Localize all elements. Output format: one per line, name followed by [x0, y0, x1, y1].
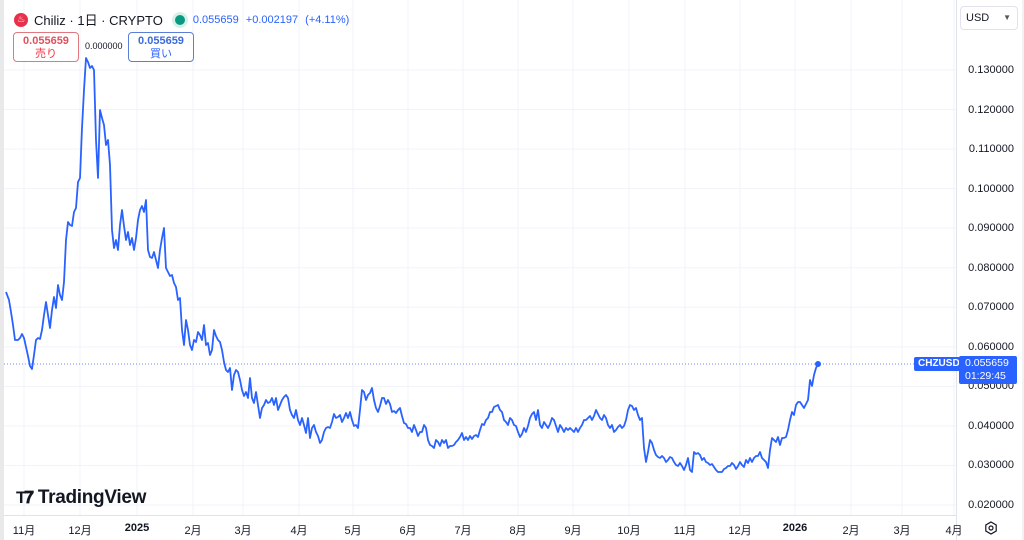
spread-value: 0.000000: [85, 41, 123, 51]
price-tick-label: 0.130000: [968, 64, 1014, 76]
symbol-legend[interactable]: ♨ Chiliz · 1日 · CRYPTO 0.055659 +0.00219…: [14, 10, 353, 29]
time-tick-label: 6月: [399, 525, 417, 537]
time-tick-label: 9月: [564, 525, 582, 537]
price-change-values: 0.055659 +0.002197 (+4.11%): [193, 14, 353, 26]
time-tick-label: 2025: [124, 522, 150, 534]
time-tick-label: 2026: [782, 522, 808, 534]
time-tick-label: 8月: [509, 525, 527, 537]
change-percent-value: (+4.11%): [305, 13, 350, 26]
tradingview-wordmark: TradingView: [37, 487, 147, 508]
gear-icon: [985, 521, 997, 535]
change-value: +0.002197: [245, 13, 299, 26]
price-line: [5, 57, 819, 473]
symbol-title[interactable]: Chiliz · 1日 · CRYPTO: [34, 13, 163, 28]
time-tick-label: 12月: [68, 525, 92, 537]
bar-countdown: 01:29:45: [965, 370, 1006, 382]
last-price-label-value: 0.055659: [965, 357, 1009, 369]
buy-button[interactable]: 0.055659 買い: [128, 32, 194, 62]
symbol-price-label: CHZUSD: [914, 357, 964, 371]
price-tick-label: 0.080000: [968, 261, 1014, 274]
buy-label: 買い: [150, 48, 172, 60]
tradingview-mark-icon: T𝟕: [16, 488, 34, 507]
price-tick-label: 0.040000: [968, 419, 1014, 432]
sell-label: 売り: [35, 48, 57, 60]
time-tick-label: 12月: [728, 525, 752, 537]
time-tick-label: 7月: [454, 525, 472, 537]
time-tick-label: 11月: [12, 525, 36, 537]
chevron-down-icon: ▼: [1003, 13, 1011, 22]
time-tick-label: 2月: [184, 525, 202, 537]
time-tick-label: 3月: [234, 525, 252, 537]
price-tick-label: 0.100000: [968, 182, 1014, 195]
chiliz-logo-icon: ♨: [14, 12, 28, 27]
horizontal-gridlines: [4, 69, 956, 506]
price-tick-label: 0.090000: [968, 222, 1014, 235]
last-price-value: 0.055659: [192, 13, 239, 26]
time-tick-label: 4月: [945, 525, 963, 537]
price-tick-label: 0.120000: [968, 103, 1014, 116]
price-tick-label: 0.060000: [968, 340, 1014, 353]
price-tick-label: 0.030000: [968, 459, 1014, 472]
vertical-gridlines: [23, 0, 955, 515]
price-tick-label: 0.110000: [968, 143, 1014, 156]
currency-value: USD: [966, 12, 990, 24]
chart-plot-area[interactable]: [4, 0, 956, 515]
market-open-indicator-icon: [174, 14, 185, 25]
sell-button[interactable]: 0.055659 売り: [13, 32, 79, 62]
time-tick-label: 10月: [617, 525, 641, 537]
last-price-label: 0.055659 01:29:45: [959, 356, 1017, 384]
time-axis[interactable]: 11月 12月 2025 2月 3月 4月 5月 6月 7月 8月 9月 10月 11月 12月 2026 2…: [4, 515, 963, 540]
price-tick-label: 0.020000: [968, 499, 1014, 511]
time-tick-label: 5月: [344, 525, 362, 537]
currency-select[interactable]: USD ▼: [960, 6, 1018, 30]
time-tick-label: 2月: [842, 525, 860, 537]
sell-price: 0.055659: [23, 35, 69, 47]
window-edge: [1022, 0, 1024, 540]
time-tick-label: 3月: [893, 525, 911, 537]
price-axis[interactable]: 0.130000 0.120000 0.110000 0.100000 0.090000…: [956, 0, 1022, 540]
tradingview-logo[interactable]: T𝟕 TradingView: [16, 487, 146, 509]
chart-settings-button[interactable]: [982, 519, 1000, 537]
buy-price: 0.055659: [138, 35, 184, 47]
last-price-dot: [815, 361, 821, 367]
time-tick-label: 11月: [673, 525, 697, 537]
price-tick-label: 0.070000: [968, 301, 1014, 314]
price-chart[interactable]: [4, 0, 956, 515]
time-tick-label: 4月: [290, 525, 308, 537]
